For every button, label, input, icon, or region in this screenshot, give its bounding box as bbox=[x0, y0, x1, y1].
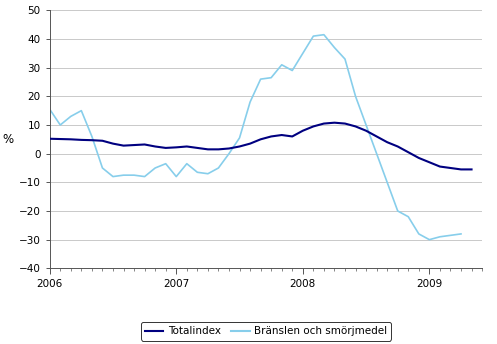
Y-axis label: %: % bbox=[2, 133, 13, 146]
Legend: Totalindex, Bränslen och smörjmedel: Totalindex, Bränslen och smörjmedel bbox=[141, 322, 391, 341]
